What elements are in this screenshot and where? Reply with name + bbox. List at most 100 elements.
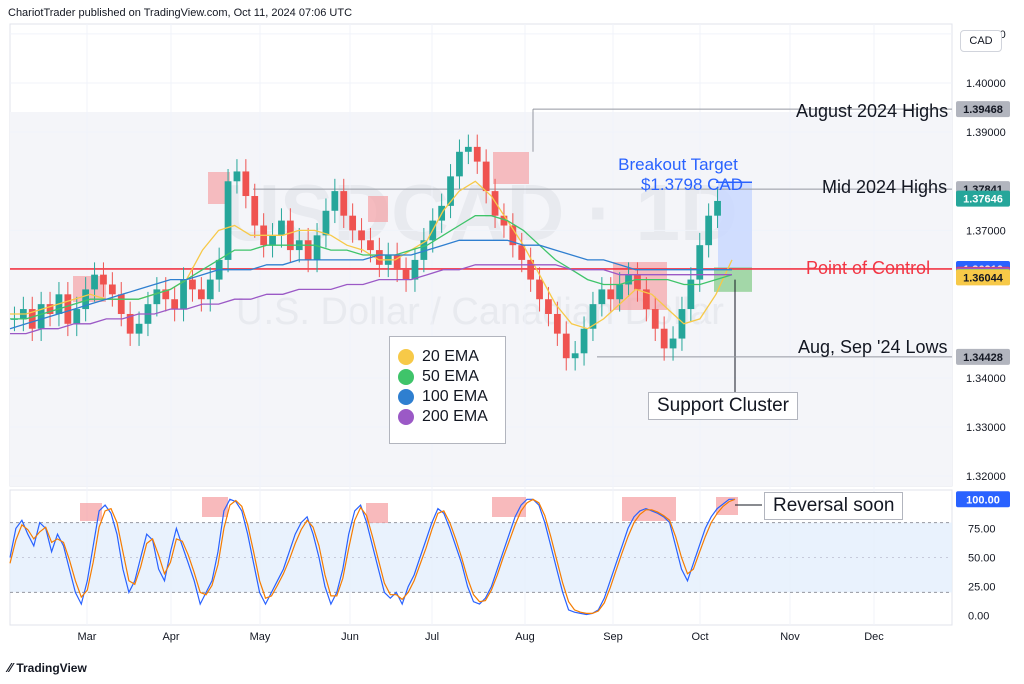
candle-body	[117, 294, 125, 314]
candle-body	[233, 171, 241, 182]
price-label: 1.34428	[963, 352, 1003, 364]
x-tick-label: Dec	[864, 631, 884, 643]
y-tick-label: 1.33000	[966, 422, 1006, 434]
osc-tick-label: 25.00	[968, 582, 996, 594]
candle-body	[224, 181, 232, 260]
oscillator-highlight-zone	[492, 497, 526, 517]
candle-body	[687, 279, 695, 310]
price-label: 1.36044	[963, 272, 1004, 284]
candle-body	[180, 279, 187, 310]
candle-body	[393, 255, 401, 270]
x-tick-label: Nov	[780, 631, 800, 643]
highlight-zone	[208, 172, 230, 204]
oscillator-highlight-zone	[622, 497, 676, 521]
price-label: 1.39468	[963, 104, 1003, 116]
highlight-zone	[493, 152, 529, 184]
candle-body	[714, 200, 721, 216]
legend-dot-icon	[398, 369, 414, 385]
candle-body	[251, 196, 259, 226]
candle-body	[536, 279, 543, 300]
legend-item-50-ema: 50 EMA	[398, 367, 479, 387]
footer-brand[interactable]: ⁄⁄ TradingView	[8, 660, 87, 675]
candle-body	[420, 240, 428, 260]
osc-tick-label: 50.00	[968, 553, 996, 565]
highlight-zone	[368, 196, 388, 222]
candle-body	[669, 338, 677, 349]
candle-body	[527, 259, 535, 280]
candle-body	[126, 313, 134, 334]
candle-body	[705, 215, 713, 246]
x-tick-label: Mar	[78, 631, 97, 643]
label-mid-highs: Mid 2024 Highs	[822, 177, 947, 197]
candle-body	[331, 191, 339, 211]
candle-body	[46, 304, 54, 314]
candle-body	[322, 210, 330, 236]
candle-body	[171, 299, 179, 310]
candle-body	[313, 235, 321, 260]
candle-body	[447, 176, 454, 206]
x-tick-label: Apr	[162, 631, 179, 643]
candle-body	[73, 309, 81, 324]
x-tick-label: Jul	[425, 631, 439, 643]
legend-label: 20 EMA	[422, 348, 479, 365]
osc-label-bg	[956, 491, 1010, 508]
oscillator-line-d	[9, 498, 736, 614]
candle-body	[571, 353, 579, 359]
tradingview-logo-icon: ⁄⁄	[8, 660, 13, 675]
oscillator-highlight-zone	[202, 497, 228, 517]
header-attribution: ChariotTrader published on TradingView.c…	[8, 7, 353, 19]
x-tick-label: Jun	[341, 631, 359, 643]
candle-body	[349, 215, 357, 231]
candle-body	[64, 294, 72, 324]
candle-body	[678, 309, 686, 339]
label-lows: Aug, Sep '24 Lows	[798, 337, 948, 357]
candle-body	[491, 191, 499, 216]
osc-tick-label: 75.00	[968, 523, 996, 535]
candle-body	[162, 289, 170, 300]
candle-body	[696, 245, 704, 280]
candle-body	[562, 333, 570, 359]
label-breakout-target: Breakout Target	[618, 155, 738, 174]
oscillator-highlight-zone	[716, 497, 738, 515]
legend-dot-icon	[398, 409, 414, 425]
candle-body	[464, 146, 472, 152]
osc-current-label: 100.00	[966, 494, 1000, 506]
x-tick-label: Oct	[691, 631, 708, 643]
legend-dot-icon	[398, 389, 414, 405]
candle-body	[518, 245, 526, 260]
candle-body	[580, 328, 588, 354]
candle-body	[206, 279, 214, 300]
candle-body	[553, 313, 561, 334]
x-tick-label: Aug	[515, 631, 535, 643]
osc-tick-label: 0.00	[968, 611, 989, 623]
candle-body	[625, 274, 632, 285]
legend-item-100-ema: 100 EMA	[398, 387, 488, 407]
label-breakout-price: $1.3798 CAD	[641, 175, 743, 194]
price-label-bg	[956, 101, 1010, 118]
callout-reversal-soon: Reversal soon	[764, 492, 904, 520]
y-tick-label: 1.34000	[966, 373, 1006, 385]
price-label-bg	[956, 348, 1010, 365]
candle-body	[634, 274, 641, 290]
candle-body	[197, 289, 205, 300]
legend-label: 50 EMA	[422, 368, 479, 385]
candle-body	[500, 215, 508, 226]
candle-body	[482, 161, 490, 192]
candle-body	[616, 284, 624, 300]
candle-body	[153, 289, 161, 305]
currency-button[interactable]: CAD	[960, 30, 1002, 52]
candle-body	[598, 289, 606, 305]
candle-body	[509, 225, 517, 246]
y-tick-label: 1.32000	[966, 471, 1006, 483]
candle-body	[340, 191, 348, 216]
label-august-highs: August 2024 Highs	[796, 101, 948, 121]
callout-support-cluster: Support Cluster	[648, 392, 799, 420]
candle-body	[28, 309, 36, 329]
candle-body	[589, 304, 597, 329]
candle-body	[545, 299, 552, 314]
oscillator-highlight-zone	[366, 503, 388, 523]
price-label: 1.37646	[963, 194, 1003, 206]
candle-body	[37, 304, 45, 329]
